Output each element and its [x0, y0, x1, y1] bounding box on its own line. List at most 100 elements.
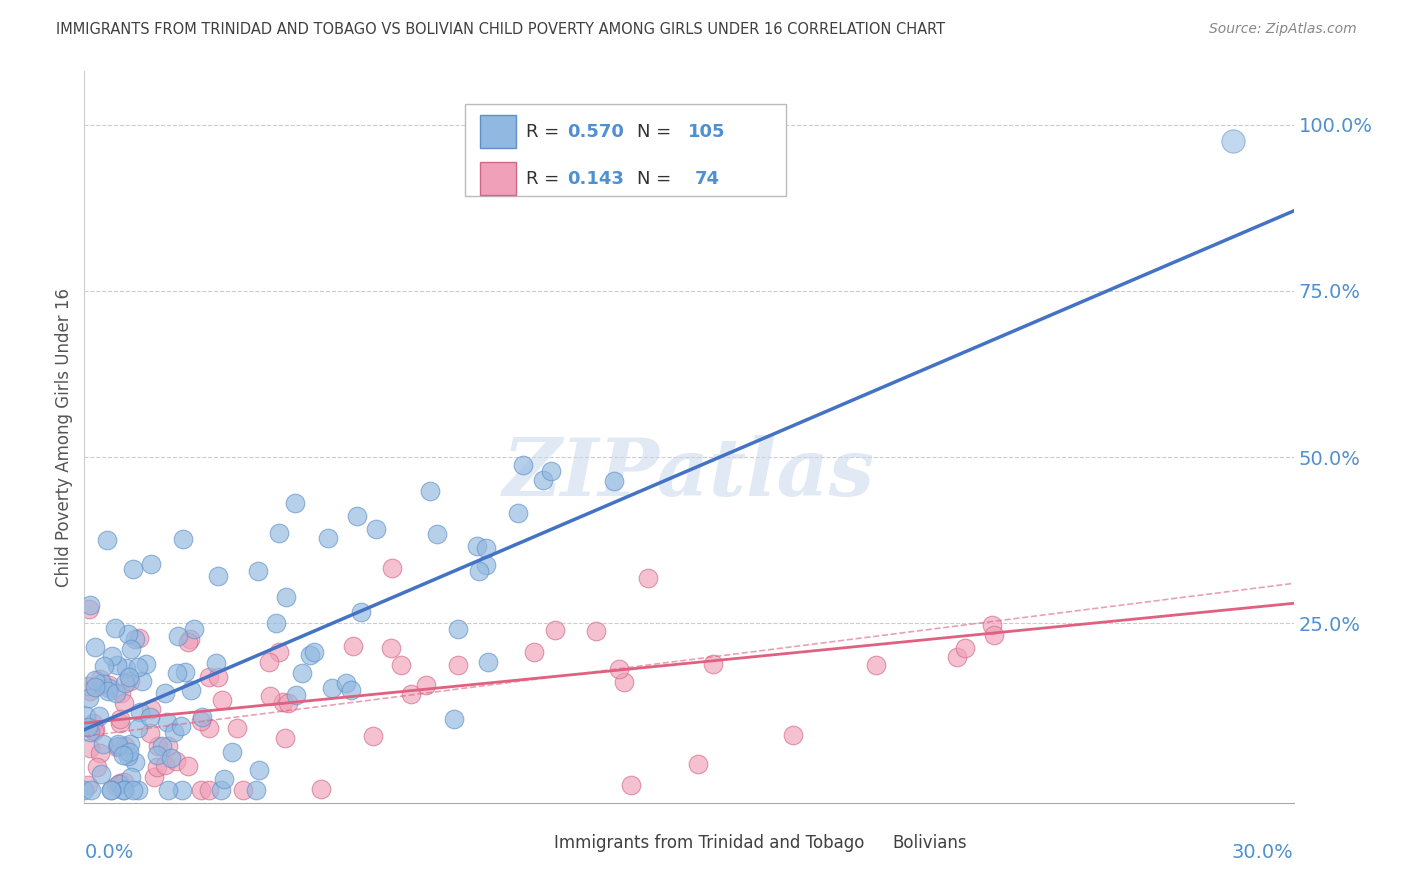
Text: IMMIGRANTS FROM TRINIDAD AND TOBAGO VS BOLIVIAN CHILD POVERTY AMONG GIRLS UNDER : IMMIGRANTS FROM TRINIDAD AND TOBAGO VS B…	[56, 22, 945, 37]
Text: N =: N =	[637, 123, 676, 141]
Point	[111, 782, 134, 797]
Point	[110, 686, 132, 700]
Point	[84, 722, 107, 736]
Point	[98, 681, 121, 695]
Bar	[520, 835, 547, 863]
Point	[335, 675, 357, 690]
Point	[108, 715, 131, 730]
Point	[146, 739, 169, 753]
Point	[180, 683, 202, 698]
Point	[177, 635, 200, 649]
Bar	[479, 162, 516, 195]
Point	[419, 483, 441, 498]
Point	[166, 666, 188, 681]
Point	[156, 782, 179, 797]
Point	[107, 657, 129, 672]
Point	[475, 558, 498, 572]
Point	[247, 763, 270, 777]
Point	[153, 686, 176, 700]
Point	[96, 533, 118, 547]
Point	[190, 714, 212, 729]
Point	[89, 672, 111, 686]
Text: ZIPatlas: ZIPatlas	[503, 435, 875, 512]
Point	[100, 782, 122, 797]
Point	[284, 495, 307, 509]
Point	[146, 748, 169, 763]
Point	[156, 714, 179, 729]
Point	[89, 746, 111, 760]
Point	[983, 628, 1005, 642]
Y-axis label: Child Poverty Among Girls Under 16: Child Poverty Among Girls Under 16	[55, 287, 73, 587]
Text: Bolivians: Bolivians	[891, 834, 967, 852]
Point	[221, 745, 243, 759]
Text: Immigrants from Trinidad and Tobago: Immigrants from Trinidad and Tobago	[554, 834, 863, 852]
Point	[364, 522, 387, 536]
Point	[540, 464, 562, 478]
Text: 105: 105	[688, 123, 725, 141]
Point	[523, 645, 546, 659]
Point	[97, 683, 120, 698]
Point	[232, 782, 254, 797]
Point	[139, 726, 162, 740]
Point	[112, 696, 135, 710]
Point	[205, 656, 228, 670]
Point	[170, 719, 193, 733]
Point	[79, 741, 101, 756]
Point	[980, 618, 1002, 632]
Point	[172, 782, 194, 797]
Point	[105, 739, 128, 754]
Point	[80, 782, 103, 797]
Point	[117, 627, 139, 641]
Point	[361, 729, 384, 743]
Point	[381, 560, 404, 574]
Point	[955, 640, 977, 655]
Point	[426, 526, 449, 541]
Point	[76, 680, 98, 694]
Text: 30.0%: 30.0%	[1232, 843, 1294, 862]
Point	[112, 748, 135, 763]
Point	[1222, 134, 1244, 148]
Point	[198, 782, 221, 797]
Point	[166, 629, 188, 643]
Point	[637, 571, 659, 585]
Point	[127, 722, 149, 736]
Point	[602, 474, 624, 488]
Point	[79, 724, 101, 739]
Point	[104, 621, 127, 635]
Point	[127, 660, 149, 674]
Point	[544, 623, 567, 637]
Point	[506, 506, 529, 520]
Point	[83, 640, 105, 654]
Point	[266, 616, 288, 631]
Point	[107, 739, 129, 754]
Point	[191, 709, 214, 723]
Point	[443, 712, 465, 726]
Point	[245, 782, 267, 797]
Point	[128, 632, 150, 646]
Bar	[858, 835, 886, 863]
Point	[259, 689, 281, 703]
Point	[90, 676, 112, 690]
Text: 0.143: 0.143	[567, 169, 624, 188]
Point	[127, 782, 149, 797]
Point	[138, 710, 160, 724]
Point	[277, 697, 299, 711]
Point	[284, 688, 307, 702]
Point	[415, 678, 437, 692]
Point	[165, 754, 187, 768]
Point	[467, 564, 489, 578]
Point	[100, 648, 122, 663]
Point	[129, 705, 152, 719]
Point	[82, 715, 104, 730]
Point	[299, 648, 322, 663]
Point	[124, 632, 146, 646]
Point	[98, 678, 121, 692]
Point	[477, 656, 499, 670]
Point	[100, 782, 122, 797]
Point	[77, 777, 100, 791]
Point	[702, 657, 724, 671]
Point	[269, 644, 291, 658]
Point	[120, 642, 142, 657]
Point	[613, 675, 636, 690]
Point	[172, 532, 194, 546]
